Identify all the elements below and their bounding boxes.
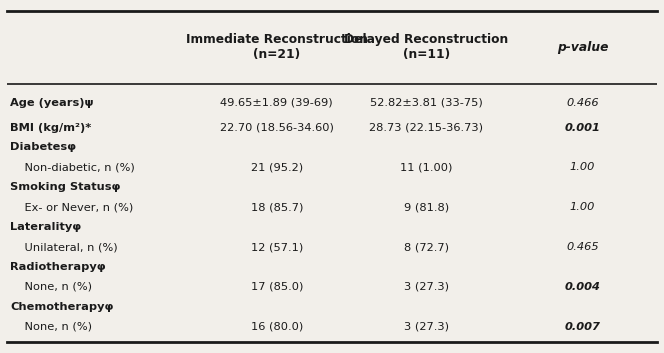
Text: 21 (95.2): 21 (95.2) — [250, 162, 303, 172]
Text: 28.73 (22.15-36.73): 28.73 (22.15-36.73) — [369, 122, 483, 133]
Text: 49.65±1.89 (39-69): 49.65±1.89 (39-69) — [220, 98, 333, 108]
Text: 22.70 (18.56-34.60): 22.70 (18.56-34.60) — [220, 122, 333, 133]
Text: None, n (%): None, n (%) — [10, 322, 92, 332]
Text: Delayed Reconstruction
(n=11): Delayed Reconstruction (n=11) — [344, 33, 509, 61]
Text: Chemotherapyφ: Chemotherapyφ — [10, 302, 114, 312]
Text: p-value: p-value — [557, 41, 608, 54]
Text: 0.466: 0.466 — [566, 98, 599, 108]
Text: Ex- or Never, n (%): Ex- or Never, n (%) — [10, 202, 133, 212]
Text: 18 (85.7): 18 (85.7) — [250, 202, 303, 212]
Text: BMI (kg/m²)*: BMI (kg/m²)* — [10, 122, 91, 133]
Text: Age (years)ψ: Age (years)ψ — [10, 98, 94, 108]
Text: 0.004: 0.004 — [564, 282, 600, 292]
Text: 52.82±3.81 (33-75): 52.82±3.81 (33-75) — [370, 98, 483, 108]
Text: Immediate Reconstruction
(n=21): Immediate Reconstruction (n=21) — [186, 33, 368, 61]
Text: 16 (80.0): 16 (80.0) — [250, 322, 303, 332]
Text: Lateralityφ: Lateralityφ — [10, 222, 81, 232]
Text: Unilateral, n (%): Unilateral, n (%) — [10, 242, 118, 252]
Text: 11 (1.00): 11 (1.00) — [400, 162, 453, 172]
Text: 0.001: 0.001 — [564, 122, 600, 133]
Text: None, n (%): None, n (%) — [10, 282, 92, 292]
Text: 9 (81.8): 9 (81.8) — [404, 202, 449, 212]
Text: 3 (27.3): 3 (27.3) — [404, 282, 449, 292]
Text: 17 (85.0): 17 (85.0) — [250, 282, 303, 292]
Text: 12 (57.1): 12 (57.1) — [250, 242, 303, 252]
Text: 1.00: 1.00 — [570, 162, 595, 172]
Text: 0.007: 0.007 — [564, 322, 600, 332]
Text: 3 (27.3): 3 (27.3) — [404, 322, 449, 332]
Text: Non-diabetic, n (%): Non-diabetic, n (%) — [10, 162, 135, 172]
Text: Smoking Statusφ: Smoking Statusφ — [10, 182, 120, 192]
Text: 1.00: 1.00 — [570, 202, 595, 212]
Text: Diabetesφ: Diabetesφ — [10, 143, 76, 152]
Text: 0.465: 0.465 — [566, 242, 599, 252]
Text: Radiotherapyφ: Radiotherapyφ — [10, 262, 106, 272]
Text: 8 (72.7): 8 (72.7) — [404, 242, 449, 252]
